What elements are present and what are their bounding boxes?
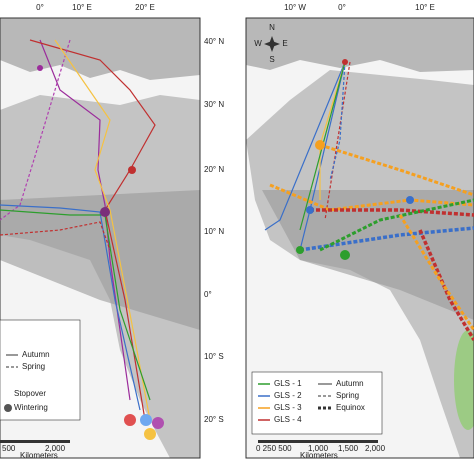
lon-label: 10° E [72,3,92,12]
legend-label: GLS - 4 [274,415,302,424]
legend-label: Spring [336,391,359,400]
legend-box [251,371,383,435]
compass: N S E W [254,23,287,64]
lat-label: 0° [204,290,212,299]
lon-label: 10° E [415,3,435,12]
right-map: N S E W GLS - 1 GLS - 2 GLS - 3 GLS - 4 … [245,3,474,460]
scale-label: Kilometers [20,451,58,460]
lon-label: 0° [338,3,346,12]
scale-label: 500 [2,444,16,453]
compass-label: E [282,39,287,48]
europe [246,18,474,72]
legend-label: Spring [22,362,45,371]
routes [264,61,474,341]
europe [0,18,200,80]
left-map: Autumn Spring Stopover Wintering 500 2,0… [0,3,224,460]
scale-bar [258,440,378,443]
frame [245,17,474,459]
legend-label: Equinox [336,403,365,412]
lon-label: 10° W [284,3,306,12]
compass-label: W [254,39,262,48]
lat-label: 10° S [204,352,224,361]
sahel [0,190,200,330]
lat-label: 40° N [204,37,224,46]
lon-label: 20° E [135,3,155,12]
legend-dot [4,404,12,412]
legend-label: Wintering [14,403,48,412]
scale-label: 2,000 [45,444,66,453]
legend-label: Autumn [336,379,364,388]
legend-label: Stopover [14,389,46,398]
legend-label: GLS - 1 [274,379,302,388]
legend-label: GLS - 3 [274,403,302,412]
wintering-area [454,330,474,430]
frame [0,17,201,459]
markers [37,65,164,440]
legend-box [0,319,81,421]
scale-label: 2,000 [365,444,386,453]
sahel [262,190,474,320]
markers [296,59,414,260]
lat-label: 20° S [204,415,224,424]
lat-label: 10° N [204,227,224,236]
compass-label: N [269,23,275,32]
lon-label: 0° [36,3,44,12]
lat-label: 30° N [204,100,224,109]
legend-label: GLS - 2 [274,391,302,400]
scale-label: 0 250 500 [256,444,292,453]
scale-label: 1,000 [308,444,329,453]
legend-label: Autumn [22,350,50,359]
lat-label: 20° N [204,165,224,174]
scale-label: Kilometers [300,451,338,460]
scale-label: 1,500 [338,444,359,453]
compass-label: S [269,55,274,64]
scale-bar [0,440,70,443]
